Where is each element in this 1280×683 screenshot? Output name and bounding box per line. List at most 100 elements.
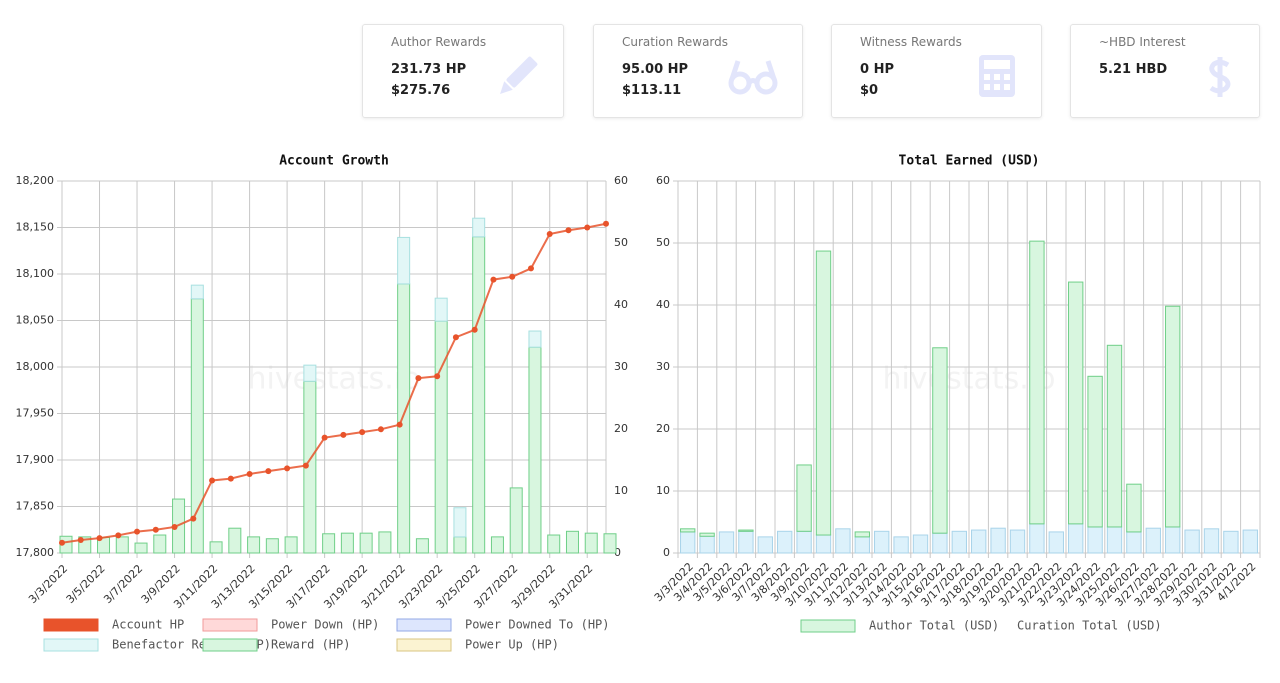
bar xyxy=(990,527,1006,554)
bar xyxy=(874,530,890,554)
bar xyxy=(190,284,204,300)
point xyxy=(246,470,253,477)
point xyxy=(546,231,553,238)
bar xyxy=(1184,529,1200,554)
card-title: Author Rewards xyxy=(391,35,487,49)
card-value: 0 HP xyxy=(860,62,894,77)
bar xyxy=(434,320,448,554)
card: Author Rewards 231.73 HP $275.76 xyxy=(362,24,564,118)
chart-title: Account Growth xyxy=(279,154,389,169)
bar xyxy=(796,530,812,554)
y-tick-label: 18,000 xyxy=(16,360,55,373)
legend-label: Power Up (HP) xyxy=(465,638,559,652)
bar xyxy=(971,529,987,554)
y-tick-label: 20 xyxy=(656,422,670,435)
y-tick-label: 18,150 xyxy=(16,221,55,234)
x-tick-label: 3/3/2022 xyxy=(26,562,70,606)
y-tick-label: 30 xyxy=(656,360,670,373)
legend-swatch xyxy=(43,618,99,632)
bar xyxy=(584,532,598,554)
bar xyxy=(1203,528,1220,554)
bar xyxy=(528,346,542,554)
card-value: 5.21 HBD xyxy=(1099,62,1168,77)
card-value: 231.73 HP xyxy=(391,62,467,77)
legend-label: Power Downed To (HP) xyxy=(465,618,610,632)
card-title: Curation Rewards xyxy=(622,35,729,49)
bar xyxy=(893,536,909,554)
y-tick-label: 60 xyxy=(656,174,670,187)
bar xyxy=(340,532,354,554)
y2-tick-label: 30 xyxy=(614,360,628,373)
bar xyxy=(854,536,870,554)
bar xyxy=(247,536,261,554)
point xyxy=(190,515,197,522)
y-tick-label: 18,200 xyxy=(16,174,55,187)
y-tick-label: 18,050 xyxy=(16,314,55,327)
bar xyxy=(951,530,967,554)
legend-label: Author Total (USD) xyxy=(869,619,999,633)
bar xyxy=(228,527,242,554)
point xyxy=(434,373,441,380)
bar xyxy=(284,536,298,554)
x-tick-label: 3/7/2022 xyxy=(101,562,145,606)
point xyxy=(490,276,497,283)
point xyxy=(134,528,141,535)
bar xyxy=(835,528,851,554)
bar xyxy=(509,487,523,554)
bar xyxy=(1087,375,1103,528)
point xyxy=(321,434,328,441)
card: Curation Rewards 95.00 HP $113.11 xyxy=(593,24,803,118)
point xyxy=(415,375,422,382)
point xyxy=(509,273,516,280)
point xyxy=(471,326,478,333)
bar xyxy=(1029,240,1045,525)
y-tick-label: 40 xyxy=(656,298,670,311)
legend-swatch xyxy=(43,638,99,652)
bar xyxy=(1145,527,1161,554)
point xyxy=(396,421,403,428)
point xyxy=(227,475,234,482)
pencil-icon xyxy=(500,56,538,94)
y2-tick-label: 0 xyxy=(614,546,621,559)
bar xyxy=(1242,529,1258,554)
card-value: $0 xyxy=(860,83,879,98)
bar xyxy=(472,236,486,554)
bar xyxy=(359,532,373,554)
point xyxy=(171,523,178,530)
bar xyxy=(134,542,148,554)
bar xyxy=(1068,523,1084,554)
bar xyxy=(699,532,715,537)
point xyxy=(565,227,572,234)
y-tick-label: 17,900 xyxy=(16,453,55,466)
y2-tick-label: 20 xyxy=(614,422,628,435)
point xyxy=(265,468,272,475)
bar xyxy=(1165,526,1181,554)
bar xyxy=(699,535,715,554)
card: ~HBD Interest 5.21 HBD xyxy=(1070,24,1260,118)
y-tick-label: 0 xyxy=(663,546,670,559)
glasses-icon xyxy=(728,60,778,95)
point xyxy=(452,334,459,341)
bar xyxy=(547,534,561,554)
point xyxy=(302,462,309,469)
bar xyxy=(434,297,448,322)
point xyxy=(152,526,159,533)
point xyxy=(377,426,384,433)
bar xyxy=(1165,305,1181,528)
line xyxy=(61,222,607,544)
bar xyxy=(757,536,773,554)
point xyxy=(584,224,591,231)
bar xyxy=(1068,281,1084,525)
point xyxy=(603,220,609,227)
y2-tick-label: 60 xyxy=(614,174,628,187)
point xyxy=(209,477,216,484)
card: Witness Rewards 0 HP $0 xyxy=(831,24,1042,118)
bar xyxy=(815,250,832,536)
y-tick-label: 18,100 xyxy=(16,267,55,280)
y-tick-label: 50 xyxy=(656,236,670,249)
point xyxy=(527,265,534,272)
legend-swatch xyxy=(800,619,856,633)
card-title: ~HBD Interest xyxy=(1099,35,1186,49)
